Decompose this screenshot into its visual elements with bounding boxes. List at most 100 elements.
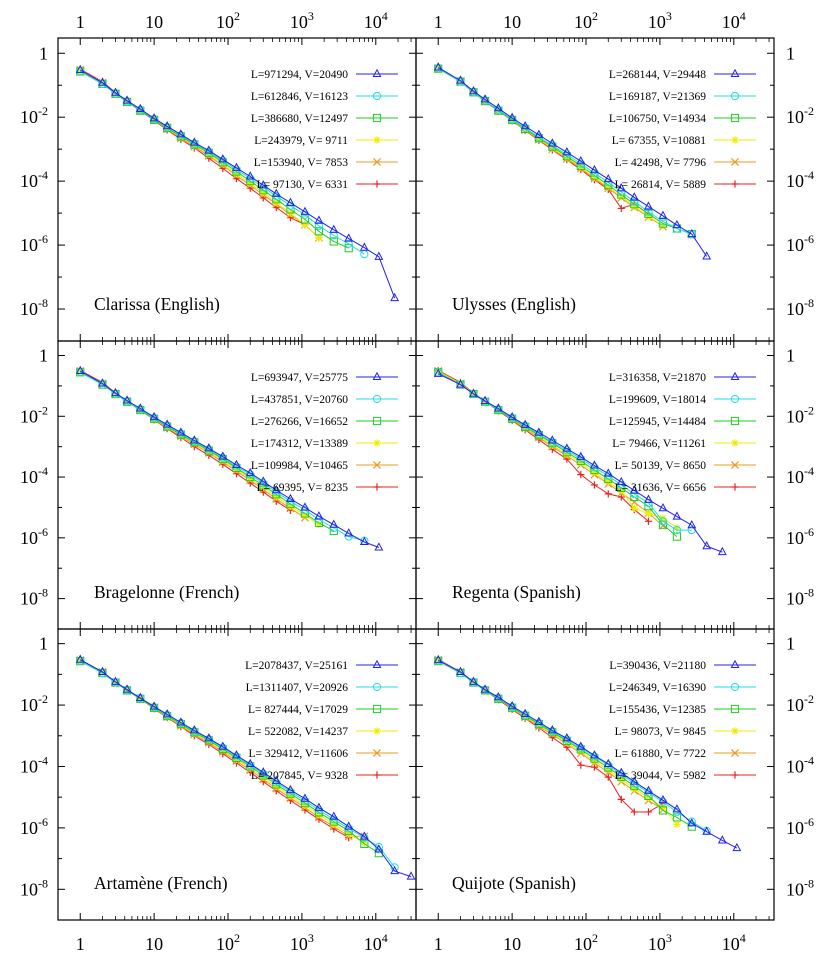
data-point [246, 764, 254, 772]
data-point [190, 437, 199, 446]
y-tick-label-right: 1 [786, 634, 795, 654]
data-point [176, 429, 185, 438]
data-point [286, 493, 295, 502]
x-tick-label-bottom: 10 [503, 934, 521, 954]
data-point [136, 105, 145, 114]
data-point [456, 666, 465, 675]
data-point [232, 465, 241, 473]
data-point [456, 77, 465, 86]
y-tick-label-right: 10-8 [786, 586, 814, 609]
data-point [672, 511, 682, 520]
data-point [219, 456, 227, 465]
data-point [258, 476, 268, 485]
data-point [673, 524, 681, 532]
legend: L=390436, V=21180 L=246349, V=16390 L=1554… [609, 659, 756, 782]
plot-area [433, 654, 742, 852]
data-point [617, 192, 625, 201]
data-point [590, 481, 599, 489]
data-point [315, 234, 323, 242]
data-point [433, 62, 443, 71]
data-point [617, 775, 625, 783]
data-point [547, 725, 557, 734]
legend-item: L=155436, V=12385 [609, 704, 756, 716]
data-point [329, 224, 339, 233]
legend-marker [372, 460, 382, 470]
data-point [456, 75, 465, 84]
data-point [659, 222, 667, 230]
data-point [590, 752, 599, 761]
data-point [576, 743, 585, 753]
data-point [98, 666, 107, 675]
data-point [360, 839, 368, 847]
x-tick-label-top: 10 [503, 12, 521, 32]
legend-marker [372, 157, 382, 167]
data-point [271, 775, 281, 784]
plot-area [433, 62, 712, 260]
y-tick-label-left: 10-2 [20, 104, 48, 127]
data-point [434, 64, 443, 73]
data-point [521, 421, 530, 430]
data-point [135, 692, 145, 702]
data-point [732, 842, 742, 852]
data-point [534, 427, 544, 436]
data-point [577, 761, 585, 769]
legend-marker [372, 91, 382, 101]
data-point [286, 792, 295, 800]
legend-item: L=2078437, V=25161 [245, 659, 398, 672]
data-point [672, 219, 682, 229]
data-point [259, 483, 267, 492]
legend-label: L=106750, V=14934 [609, 113, 706, 125]
legend-item: L=199609, V=18014 [609, 394, 756, 406]
legend-label: L=2078437, V=25161 [245, 660, 348, 672]
data-point [204, 445, 213, 454]
data-point [576, 155, 586, 165]
data-series [75, 64, 400, 302]
legend-label: L= 827444, V=17029 [248, 704, 348, 716]
legend-item: L= 61880, V= 7722 [615, 748, 756, 760]
x-tick-label-top: 103 [648, 9, 672, 32]
data-point [604, 766, 612, 774]
legend-item: L=268144, V=29448 [609, 68, 756, 81]
data-point [300, 206, 310, 215]
data-point [163, 123, 172, 132]
tick-marks [416, 629, 774, 921]
data-point [111, 389, 120, 398]
data-point [590, 164, 599, 174]
data-point [590, 757, 599, 765]
data-point [507, 411, 517, 421]
y-tick-label-right: 10-4 [786, 753, 814, 776]
data-point [271, 484, 281, 494]
chart-panel: L=268144, V=29448 L=169187, V=21369 L=1067… [415, 37, 775, 342]
data-point [629, 776, 639, 785]
data-point [508, 413, 517, 423]
plot-area [75, 365, 384, 551]
y-tick-label-left: 1 [39, 345, 48, 365]
series-line [79, 370, 380, 548]
data-point [658, 217, 668, 226]
y-tick-label-right: 10-8 [786, 296, 814, 319]
legend-item: L= 39044, V= 5982 [615, 770, 756, 782]
legend-marker [373, 180, 381, 188]
legend-label: L= 61880, V= 7722 [615, 748, 707, 760]
legend-marker [731, 136, 739, 144]
data-point [232, 755, 241, 763]
data-point [493, 403, 503, 412]
y-tick-label-right: 1 [786, 43, 795, 63]
data-point [218, 451, 228, 460]
legend-label: L=153940, V= 7853 [254, 157, 348, 169]
data-point [135, 103, 145, 113]
legend: L=693947, V=25775 L=437851, V=20760 L=2762… [251, 371, 398, 494]
x-tick-label-bottom: 10 [145, 934, 163, 954]
legend-item: L= 79466, V=11261 [612, 438, 756, 450]
data-point [218, 156, 227, 165]
legend-item: L=390436, V=21180 [609, 659, 756, 672]
data-point [534, 716, 544, 726]
legend: L=971294, V=20490 L=612846, V=16123 L=3866… [251, 68, 398, 191]
data-point [149, 411, 159, 421]
data-point [520, 708, 530, 718]
series-line [437, 659, 738, 849]
data-point [259, 769, 268, 778]
data-point [360, 833, 369, 842]
data-point [658, 806, 668, 815]
axis-labels: 1 1 1 1 10 10 10 10 102 102 102 102 103 103 103 103 104 1… [20, 9, 814, 954]
